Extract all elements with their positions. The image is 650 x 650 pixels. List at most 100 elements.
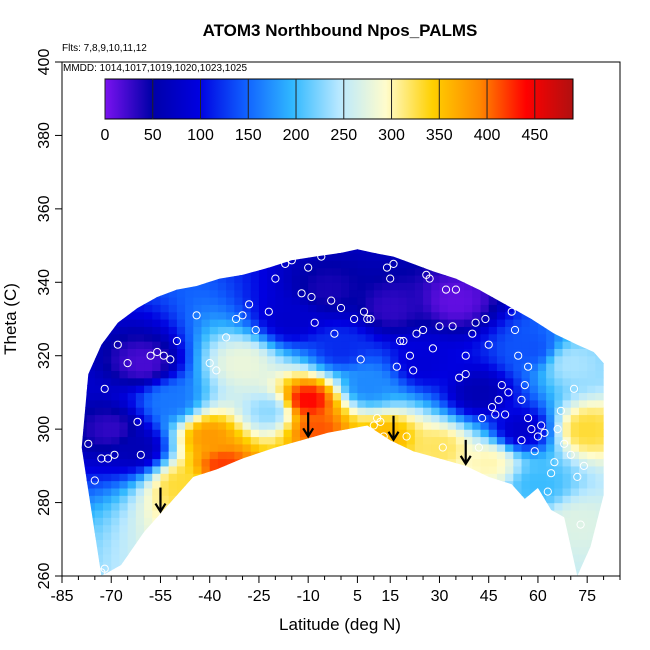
heatmap-cell bbox=[316, 553, 326, 562]
heatmap-cell bbox=[578, 509, 588, 518]
heatmap-cell bbox=[103, 238, 112, 246]
heatmap-cell bbox=[382, 326, 391, 335]
heatmap-cell bbox=[258, 480, 268, 489]
observation-point bbox=[537, 421, 546, 430]
heatmap-cell bbox=[176, 495, 186, 504]
heatmap-cell bbox=[144, 311, 153, 320]
heatmap-cell bbox=[152, 392, 162, 401]
heatmap-cell bbox=[563, 238, 572, 246]
heatmap-cell bbox=[119, 561, 129, 570]
heatmap-cell bbox=[587, 333, 596, 342]
heatmap-cell bbox=[414, 502, 424, 511]
heatmap-cell bbox=[570, 429, 580, 438]
heatmap-cell bbox=[439, 517, 449, 526]
heatmap-cell bbox=[349, 451, 359, 460]
heatmap-cell bbox=[267, 252, 276, 261]
heatmap-cell bbox=[529, 370, 539, 379]
heatmap-cell bbox=[144, 509, 153, 518]
heatmap-cell bbox=[480, 267, 490, 276]
heatmap-cell bbox=[513, 363, 523, 371]
heatmap-cell bbox=[505, 473, 514, 482]
heatmap-cell bbox=[226, 568, 235, 576]
heatmap-cell bbox=[103, 319, 112, 327]
heatmap-cell bbox=[505, 568, 514, 576]
heatmap-cell bbox=[209, 333, 219, 342]
heatmap-cell bbox=[521, 370, 531, 379]
heatmap-cell bbox=[291, 289, 301, 298]
heatmap-cell bbox=[398, 370, 408, 379]
heatmap-cell bbox=[160, 553, 170, 562]
heatmap-cell bbox=[193, 524, 203, 533]
heatmap-cell bbox=[488, 509, 498, 518]
heatmap-cell bbox=[299, 274, 309, 283]
heatmap-cell bbox=[217, 370, 227, 379]
heatmap-cell bbox=[455, 341, 465, 349]
heatmap-cell bbox=[135, 473, 145, 482]
heatmap-cell bbox=[250, 311, 260, 320]
heatmap-cell bbox=[480, 509, 490, 518]
heatmap-cell bbox=[62, 466, 71, 474]
heatmap-cell bbox=[513, 385, 523, 394]
heatmap-cell bbox=[382, 238, 391, 246]
heatmap-cell bbox=[135, 421, 145, 430]
heatmap-cell bbox=[423, 421, 432, 430]
heatmap-cell bbox=[570, 451, 580, 460]
heatmap-cell bbox=[234, 451, 244, 460]
heatmap-cell bbox=[119, 231, 128, 239]
heatmap-cell bbox=[111, 319, 121, 327]
heatmap-cell bbox=[185, 465, 194, 474]
heatmap-cell bbox=[546, 370, 555, 379]
heatmap-cell bbox=[242, 531, 252, 540]
heatmap-cell bbox=[283, 480, 293, 489]
heatmap-cell bbox=[570, 546, 580, 555]
heatmap-cell bbox=[275, 495, 285, 504]
heatmap-cell bbox=[406, 252, 416, 261]
heatmap-cell bbox=[398, 260, 408, 269]
heatmap-cell bbox=[308, 231, 317, 239]
heatmap-cell bbox=[332, 355, 342, 364]
heatmap-cell bbox=[316, 311, 326, 320]
heatmap-cell bbox=[324, 385, 334, 394]
heatmap-cell bbox=[546, 480, 555, 489]
heatmap-cell bbox=[127, 524, 137, 533]
heatmap-cell bbox=[414, 311, 424, 320]
observation-point bbox=[84, 439, 93, 448]
heatmap-cell bbox=[496, 399, 506, 408]
heatmap-cell bbox=[521, 399, 531, 408]
heatmap-cell bbox=[406, 487, 416, 496]
heatmap-cell bbox=[127, 296, 137, 305]
heatmap-cell bbox=[160, 355, 170, 364]
heatmap-cell bbox=[291, 480, 301, 489]
colorbar: 0 50 100 150 200 250 300 350 400 450 bbox=[101, 78, 574, 144]
heatmap-cell bbox=[70, 561, 79, 569]
heatmap-cell bbox=[193, 267, 203, 276]
heatmap-cell bbox=[349, 487, 359, 496]
heatmap-cell bbox=[612, 290, 621, 298]
heatmap-cell bbox=[250, 561, 260, 570]
heatmap-cell bbox=[81, 568, 88, 576]
heatmap-cell bbox=[144, 524, 153, 533]
heatmap-cell bbox=[578, 517, 588, 526]
heatmap-cell bbox=[562, 326, 572, 335]
heatmap-cell bbox=[365, 260, 375, 269]
heatmap-cell bbox=[209, 546, 219, 555]
heatmap-cell bbox=[406, 429, 416, 438]
heatmap-cell bbox=[406, 509, 416, 518]
heatmap-cell bbox=[587, 480, 596, 489]
heatmap-cell bbox=[349, 473, 359, 482]
heatmap-cell bbox=[546, 385, 555, 394]
heatmap-cell bbox=[423, 274, 432, 283]
heatmap-cell bbox=[185, 421, 194, 430]
heatmap-cell bbox=[62, 312, 71, 320]
heatmap-cell bbox=[595, 495, 604, 504]
heatmap-cell bbox=[612, 334, 621, 342]
heatmap-cell bbox=[291, 495, 301, 504]
heatmap-cell bbox=[128, 238, 137, 246]
heatmap-cell bbox=[373, 260, 383, 269]
heatmap-cell bbox=[537, 252, 547, 261]
heatmap-cell bbox=[299, 392, 309, 401]
heatmap-cell bbox=[308, 546, 317, 555]
heatmap-cell bbox=[324, 524, 334, 533]
heatmap-cell bbox=[521, 348, 531, 357]
heatmap-cell bbox=[562, 436, 572, 445]
